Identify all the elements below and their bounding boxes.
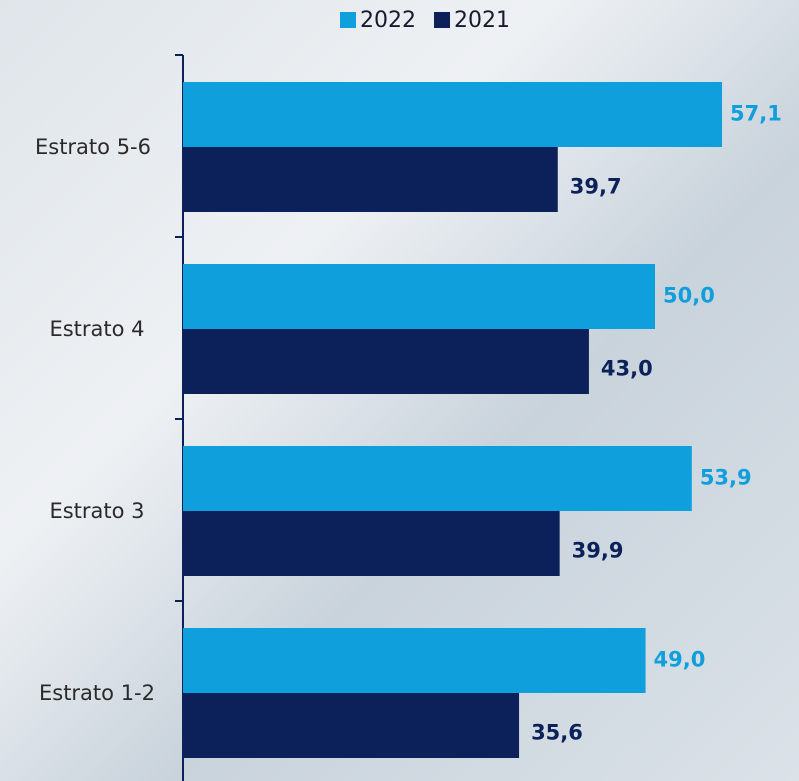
y-tick-label: Estrato 3 <box>49 499 145 523</box>
value-label: 43,0 <box>601 357 653 381</box>
value-label: 35,6 <box>531 721 583 745</box>
value-label: 53,9 <box>700 466 752 490</box>
legend-swatch <box>340 12 356 28</box>
bar <box>183 628 646 693</box>
bar <box>183 147 558 212</box>
bar <box>183 511 560 576</box>
legend-swatch <box>434 12 450 28</box>
y-tick-label: Estrato 5-6 <box>34 135 151 159</box>
y-tick-label: Estrato 1-2 <box>38 681 155 705</box>
legend-label: 2021 <box>454 8 510 33</box>
bar <box>183 329 589 394</box>
bar <box>183 82 723 147</box>
value-label: 49,0 <box>654 648 706 672</box>
bar <box>183 693 520 758</box>
value-label: 50,0 <box>663 284 715 308</box>
value-label: 39,7 <box>570 175 622 199</box>
legend-label: 2022 <box>360 8 416 33</box>
value-label: 57,1 <box>730 102 782 126</box>
y-tick-label: Estrato 4 <box>49 317 145 341</box>
bar <box>183 446 692 511</box>
bar <box>183 264 655 329</box>
value-label: 39,9 <box>572 539 624 563</box>
